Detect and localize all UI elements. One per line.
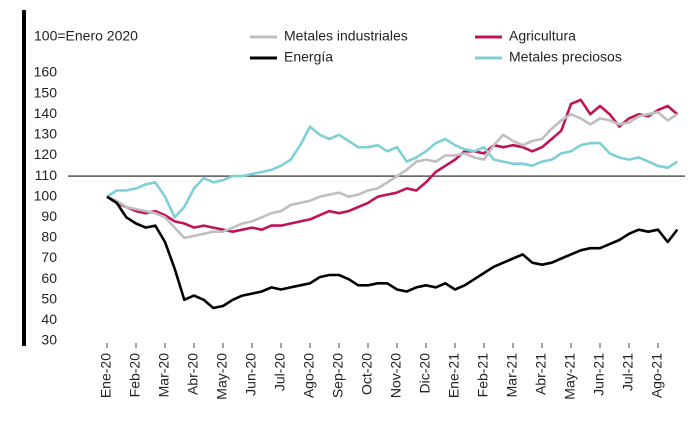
legend-label: Agricultura <box>509 28 576 44</box>
series-line <box>106 110 679 240</box>
x-tick-label: Mar-20 <box>156 353 172 398</box>
y-tick-label: 140 <box>34 105 58 121</box>
legend-label: Energía <box>284 49 333 65</box>
x-tick-label: Jun-20 <box>243 353 259 396</box>
x-tick-label: Abr-20 <box>185 353 201 395</box>
y-tick-label: 150 <box>34 84 58 100</box>
y-tick-label: 50 <box>41 290 57 306</box>
x-tick-label: Oct-20 <box>359 353 375 395</box>
x-tick-label: Sep-20 <box>330 353 346 398</box>
x-tick-label: Mar-21 <box>504 353 520 398</box>
x-tick-label: Ago-21 <box>649 353 665 398</box>
x-tick-label: May-21 <box>562 353 578 400</box>
x-tick-label: Ene-20 <box>98 353 114 398</box>
x-tick-label: Jul-21 <box>620 353 636 391</box>
y-tick-label: 90 <box>41 208 57 224</box>
x-tick-label: May-20 <box>214 353 230 400</box>
y-tick-label: 110 <box>35 167 58 183</box>
x-tick-label: Abr-21 <box>533 353 549 395</box>
y-tick-label: 160 <box>34 64 58 80</box>
x-tick-label: Nov-20 <box>388 353 404 398</box>
series-line <box>106 125 679 219</box>
y-tick-label: 30 <box>41 332 57 348</box>
legend-label: Metales industriales <box>284 28 408 44</box>
x-tick-label: Ago-20 <box>301 353 317 398</box>
x-tick-label: Feb-21 <box>475 353 491 398</box>
legend-label: Metales preciosos <box>509 49 622 65</box>
x-tick-label: Jul-20 <box>272 353 288 391</box>
y-tick-label: 100 <box>34 187 58 203</box>
y-tick-label: 60 <box>41 270 57 286</box>
x-tick-label: Dic-20 <box>417 353 433 394</box>
series-line <box>106 195 679 310</box>
y-tick-label: 80 <box>41 229 57 245</box>
y-tick-label: 70 <box>41 249 57 265</box>
axis-bar <box>22 10 26 346</box>
y-tick-label: 130 <box>34 126 58 142</box>
y-tick-label: 120 <box>34 146 58 162</box>
x-tick-label: Jun-21 <box>591 353 607 396</box>
x-tick-label: Ene-21 <box>446 353 462 398</box>
x-tick-label: Feb-20 <box>127 353 143 398</box>
note-label: 100=Enero 2020 <box>34 28 138 44</box>
series-line <box>106 98 679 233</box>
y-tick-label: 40 <box>41 311 57 327</box>
